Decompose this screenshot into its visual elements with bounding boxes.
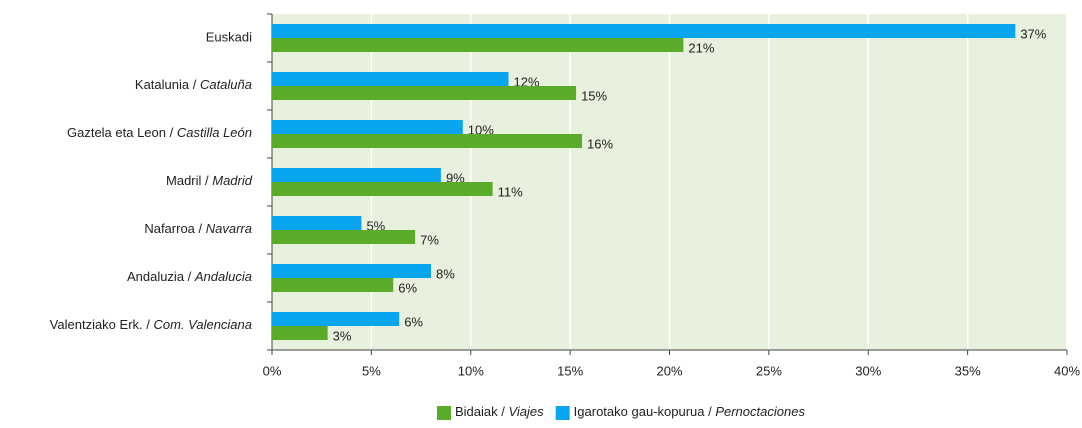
value-label: 8%: [436, 266, 455, 281]
value-label: 21%: [688, 40, 714, 55]
bar: [272, 38, 684, 52]
y-tick-label: Euskadi: [206, 29, 252, 44]
x-tick-label: 0%: [263, 363, 282, 378]
legend-swatch: [555, 406, 570, 420]
value-label: 37%: [1020, 26, 1046, 41]
value-label: 12%: [514, 74, 540, 89]
bar: [272, 182, 493, 196]
bar: [272, 72, 509, 86]
y-tick-label: Katalunia / Cataluña: [135, 77, 252, 92]
value-label: 3%: [333, 328, 352, 343]
x-tick-label: 10%: [458, 363, 484, 378]
y-tick-label: Valentziako Erk. / Com. Valenciana: [50, 317, 252, 332]
y-tick-label: Nafarroa / Navarra: [144, 221, 252, 236]
bar: [272, 168, 441, 182]
bar: [272, 24, 1016, 38]
x-tick-label: 5%: [362, 363, 381, 378]
y-tick-label: Madril / Madrid: [166, 173, 253, 188]
x-tick-label: 20%: [656, 363, 682, 378]
bar: [272, 312, 400, 326]
value-label: 7%: [420, 232, 439, 247]
y-tick-label: Andaluzia / Andalucia: [127, 269, 252, 284]
value-label: 16%: [587, 136, 613, 151]
value-label: 10%: [468, 122, 494, 137]
bar: [272, 230, 416, 244]
x-tick-label: 35%: [955, 363, 981, 378]
y-tick-label: Gaztela eta Leon / Castilla León: [67, 125, 252, 140]
x-tick-label: 25%: [756, 363, 782, 378]
x-tick-label: 30%: [855, 363, 881, 378]
bar: [272, 216, 362, 230]
bar: [272, 278, 394, 292]
x-tick-label: 15%: [557, 363, 583, 378]
legend-swatch: [437, 406, 451, 420]
bar: [272, 326, 328, 340]
bar: [272, 264, 431, 278]
value-label: 5%: [366, 218, 385, 233]
bar: [272, 86, 577, 100]
value-label: 9%: [446, 170, 465, 185]
value-label: 15%: [581, 88, 607, 103]
value-label: 11%: [498, 184, 523, 199]
bar: [272, 134, 583, 148]
value-label: 6%: [398, 280, 417, 295]
value-label: 6%: [404, 314, 423, 329]
legend-label: Igarotako gau-kopurua / Pernoctaciones: [574, 404, 806, 419]
legend-label: Bidaiak / Viajes: [455, 404, 544, 419]
x-tick-label: 40%: [1054, 363, 1080, 378]
bar: [272, 120, 463, 134]
